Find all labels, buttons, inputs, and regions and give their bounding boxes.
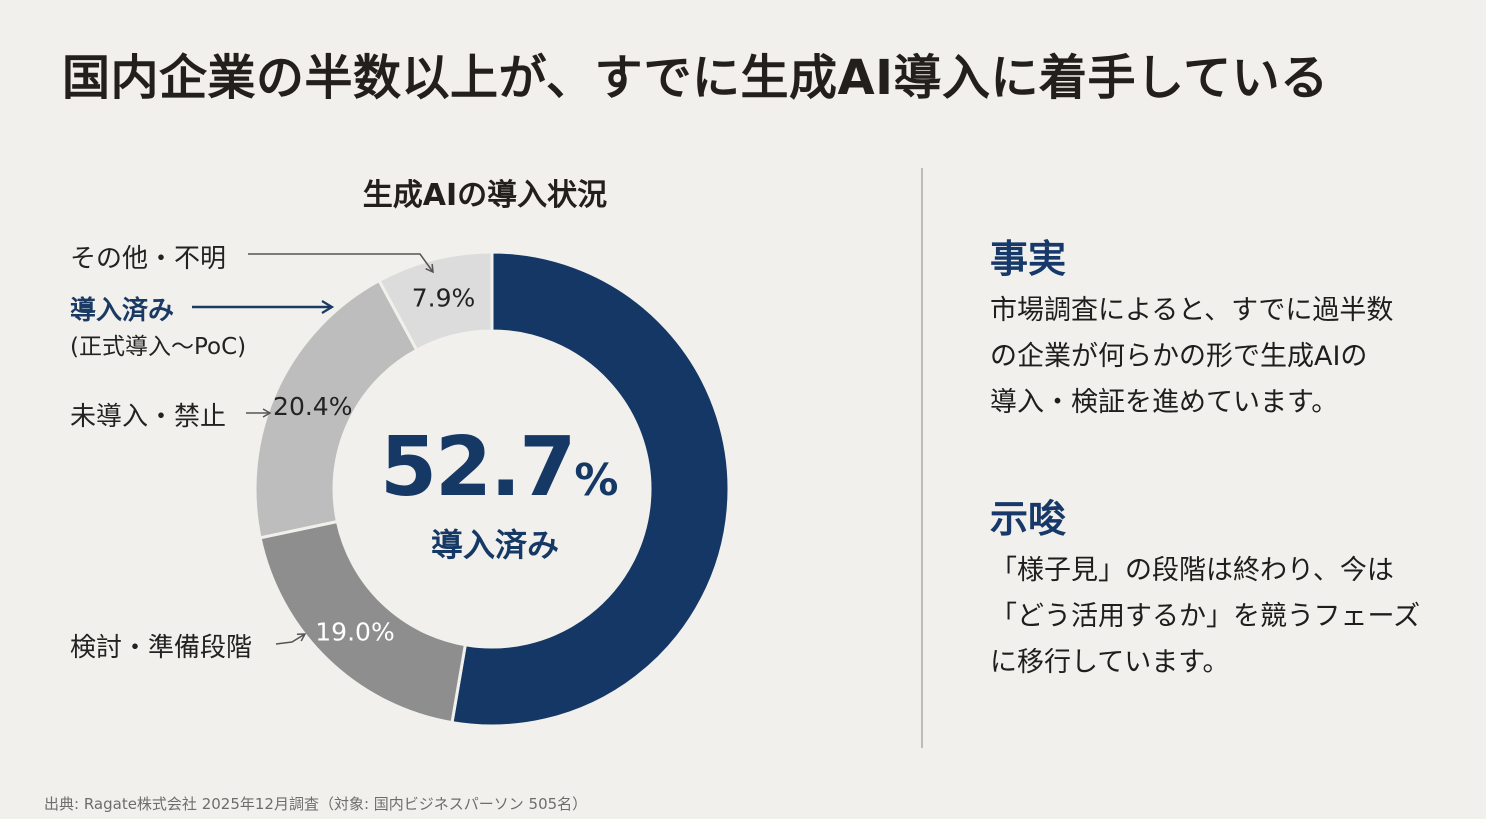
fact-line: 市場調査によると、すでに過半数: [990, 295, 1394, 326]
center-percent-sign: %: [574, 455, 619, 506]
label-adopted-sub: (正式導入〜PoC): [70, 334, 247, 360]
implication-line: に移行しています。: [990, 647, 1230, 678]
fact-body: 市場調査によると、すでに過半数 の企業が何らかの形で生成AIの 導入・検証を進め…: [990, 288, 1460, 426]
implication-heading: 示唆: [990, 497, 1067, 541]
slice-label-other: 7.9%: [412, 284, 476, 313]
fact-heading: 事実: [990, 237, 1067, 281]
label-other-unknown: その他・不明: [70, 244, 227, 274]
leader-line-considering: [275, 633, 307, 645]
label-adopted: 導入済み: [70, 296, 175, 326]
center-value: 52.7: [380, 420, 576, 515]
vertical-divider: [921, 168, 923, 748]
slice-label-not-adopted: 20.4%: [273, 392, 352, 421]
center-label: 導入済み: [430, 526, 559, 564]
chart-title: 生成AIの導入状況: [362, 178, 608, 213]
slice-adopted: [450, 250, 731, 728]
implication-line: 「どう活用するか」を競うフェーズ: [990, 601, 1421, 632]
page-title: 国内企業の半数以上が、すでに生成AI導入に着手している: [62, 50, 1329, 106]
label-considering: 検討・準備段階: [70, 633, 253, 663]
implication-line: 「様子見」の段階は終わり、今は: [990, 555, 1394, 586]
source-note: 出典: Ragate株式会社 2025年12月調査（対象: 国内ビジネスパーソン…: [44, 795, 588, 813]
fact-line: 導入・検証を進めています。: [990, 387, 1339, 418]
implication-body: 「様子見」の段階は終わり、今は 「どう活用するか」を競うフェーズ に移行していま…: [990, 548, 1460, 686]
slice-other: [377, 250, 494, 353]
label-not-adopted: 未導入・禁止: [70, 402, 227, 432]
center-percentage: 52.7%: [380, 420, 618, 515]
donut-chart: 19.0% 20.4% 7.9%: [192, 250, 731, 728]
slice-label-considering: 19.0%: [315, 617, 394, 646]
leader-line-other: [248, 253, 434, 274]
fact-line: の企業が何らかの形で生成AIの: [990, 341, 1368, 372]
